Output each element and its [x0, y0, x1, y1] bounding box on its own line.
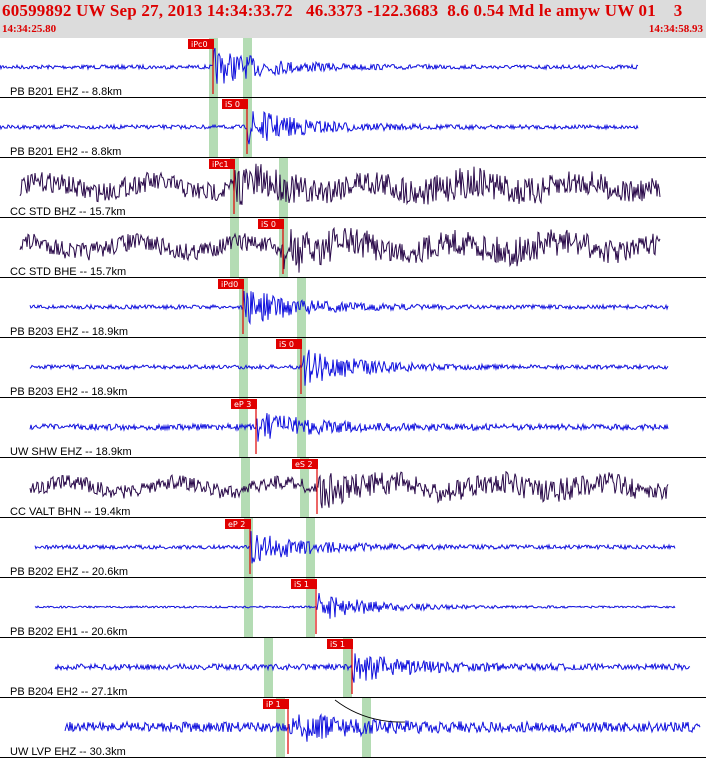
pick-label: iS 1	[294, 580, 309, 589]
trace-row[interactable]: iPd0 PB B203 EHZ -- 18.9km	[10, 278, 669, 338]
analysis-window	[239, 338, 248, 398]
analysis-window	[300, 458, 309, 518]
pick-flag[interactable]	[222, 99, 248, 109]
station-label: PB B201 EHZ -- 8.8km	[10, 86, 122, 98]
pick-label: iPd0	[221, 280, 238, 289]
pick-label: iS 0	[279, 340, 294, 349]
pick-label: eP 3	[234, 400, 251, 409]
pick-flag[interactable]	[188, 39, 214, 49]
seismogram-panel[interactable]: iPc0 PB B201 EHZ -- 8.8km iS 0 PB B201 EH2 …	[0, 38, 706, 758]
waveform	[29, 349, 669, 386]
waveform	[64, 713, 701, 742]
analysis-window	[306, 518, 315, 578]
pick-flag[interactable]	[276, 339, 302, 349]
trace-row[interactable]: iS 0 PB B201 EH2 -- 8.8km	[0, 98, 639, 158]
pick-flag[interactable]	[263, 699, 289, 709]
pick-label: iS 0	[225, 100, 240, 109]
station-label: PB B203 EH2 -- 18.9km	[10, 386, 127, 398]
station-label: CC VALT BHN -- 19.4km	[10, 506, 130, 518]
pick-flag[interactable]	[218, 279, 244, 289]
waveform	[34, 593, 676, 619]
waveform	[34, 531, 676, 564]
pick-label: iPc1	[212, 160, 229, 169]
trace-row[interactable]: iS 0 PB B203 EH2 -- 18.9km	[10, 338, 669, 398]
pick-label: eS 2	[295, 460, 313, 469]
waveform	[19, 226, 661, 273]
pick-label: iP 1	[266, 700, 281, 709]
pick-label: iS 0	[261, 220, 276, 229]
trace-row[interactable]: iPc1 CC STD BHZ -- 15.7km	[10, 158, 661, 218]
station-label: UW SHW EHZ -- 18.9km	[10, 446, 132, 458]
pick-flag[interactable]	[258, 219, 284, 229]
trace-row[interactable]: iS 0 CC STD BHE -- 15.7km	[10, 218, 661, 278]
pick-flag[interactable]	[327, 639, 353, 649]
station-label: CC STD BHZ -- 15.7km	[10, 206, 126, 218]
analysis-window	[239, 398, 248, 458]
coda-curve	[334, 699, 406, 723]
waveform	[29, 413, 669, 442]
trace-row[interactable]: iS 1 PB B204 EH2 -- 27.1km	[10, 638, 691, 698]
event-title: 60599892 UW Sep 27, 2013 14:34:33.72 46.…	[2, 1, 683, 20]
station-label: CC STD BHE -- 15.7km	[10, 266, 126, 278]
pick-label: eP 2	[228, 520, 245, 529]
trace-row[interactable]: eP 3 UW SHW EHZ -- 18.9km	[10, 398, 669, 458]
pick-flag[interactable]	[225, 519, 251, 529]
trace-row[interactable]: eP 2 PB B202 EHZ -- 20.6km	[10, 518, 676, 578]
waveform	[0, 111, 639, 145]
station-label: UW LVP EHZ -- 30.3km	[10, 746, 126, 758]
start-time: 14:34:25.80	[2, 23, 57, 35]
station-label: PB B202 EH1 -- 20.6km	[10, 626, 127, 638]
waveform	[0, 47, 639, 84]
station-label: PB B202 EHZ -- 20.6km	[10, 566, 128, 578]
pick-flag[interactable]	[231, 399, 257, 409]
pick-flag[interactable]	[209, 159, 235, 169]
waveform	[29, 470, 669, 509]
trace-row[interactable]: eS 2 CC VALT BHN -- 19.4km	[10, 458, 669, 518]
end-time: 14:34:58.93	[648, 23, 703, 35]
analysis-window	[243, 38, 252, 98]
analysis-window	[362, 698, 371, 758]
station-label: PB B204 EH2 -- 27.1km	[10, 686, 127, 698]
waveform	[29, 290, 669, 326]
analysis-window	[297, 398, 306, 458]
waveform	[54, 653, 691, 683]
pick-flag[interactable]	[292, 459, 318, 469]
waveform	[19, 163, 661, 206]
analysis-window	[297, 278, 306, 338]
trace-row[interactable]: iS 1 PB B202 EH1 -- 20.6km	[10, 578, 676, 638]
event-header: 60599892 UW Sep 27, 2013 14:34:33.72 46.…	[0, 0, 706, 38]
trace-row[interactable]: iPc0 PB B201 EHZ -- 8.8km	[0, 38, 639, 98]
analysis-window	[209, 98, 218, 158]
station-label: PB B201 EH2 -- 8.8km	[10, 146, 121, 158]
analysis-window	[230, 218, 239, 278]
pick-label: iPc0	[191, 40, 208, 49]
station-label: PB B203 EHZ -- 18.9km	[10, 326, 128, 338]
pick-flag[interactable]	[291, 579, 317, 589]
pick-label: iS 1	[330, 640, 345, 649]
trace-row[interactable]: iP 1 UW LVP EHZ -- 30.3km	[10, 698, 701, 758]
